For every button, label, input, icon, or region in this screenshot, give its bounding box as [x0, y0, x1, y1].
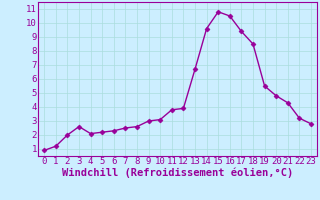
- X-axis label: Windchill (Refroidissement éolien,°C): Windchill (Refroidissement éolien,°C): [62, 168, 293, 178]
